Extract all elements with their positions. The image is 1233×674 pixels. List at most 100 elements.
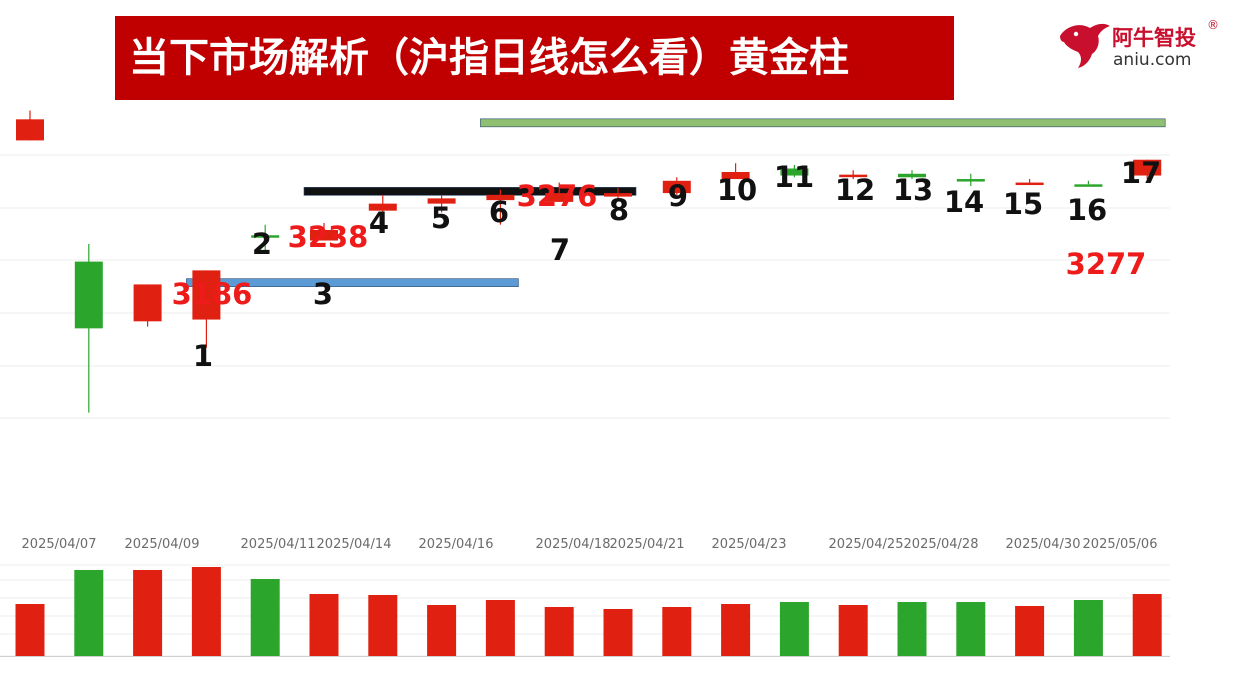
candle-number-label: 3 [313, 277, 333, 311]
date-tick-label: 2025/04/09 [125, 537, 200, 552]
date-tick-label: 2025/04/21 [610, 537, 685, 552]
candle [721, 163, 750, 180]
level-price-label: 3186 [172, 277, 253, 311]
registered-mark: ® [1207, 18, 1219, 32]
volume-bar [368, 595, 398, 656]
volume-bar [191, 567, 221, 656]
candle-number-label: 9 [668, 179, 688, 213]
candle-number-label: 13 [893, 173, 933, 207]
volume-bar [956, 602, 986, 656]
candle-body [133, 284, 162, 322]
candle [662, 177, 691, 195]
candle [956, 173, 985, 187]
candle [251, 224, 280, 253]
candle-body [839, 174, 868, 178]
volume-bar [897, 602, 927, 656]
support-levels [186, 118, 1166, 287]
date-tick-label: 2025/04/07 [22, 537, 97, 552]
volume-bar [427, 605, 457, 656]
date-tick-label: 2025/04/28 [904, 537, 979, 552]
date-tick-label: 2025/05/06 [1083, 537, 1158, 552]
candle [1133, 159, 1162, 180]
date-tick-label: 2025/04/23 [712, 537, 787, 552]
candle [427, 194, 456, 213]
candle [133, 284, 162, 327]
candle-number-label: 14 [944, 185, 984, 219]
volume-bar [544, 607, 574, 656]
candle [1074, 180, 1103, 187]
page-title: 当下市场解析（沪指日线怎么看）黄金柱 [129, 35, 849, 81]
grid-lines [0, 154, 1170, 657]
date-axis: 2025/04/07 2025/04/09 2025/04/11 2025/04/14… [22, 537, 1158, 552]
volume-bar [15, 604, 45, 656]
candle-number-label: 4 [369, 206, 389, 240]
date-tick-label: 2025/04/30 [1006, 537, 1081, 552]
candle [310, 222, 338, 241]
volume-bar [1073, 600, 1103, 656]
candle-number-label: 15 [1003, 187, 1043, 221]
volume-bar [721, 604, 751, 656]
candle-number-label: 11 [774, 160, 814, 194]
volume-bar [485, 600, 515, 656]
candle-number-label: 8 [609, 193, 629, 227]
volume-bar [838, 605, 868, 656]
candle-body [74, 261, 103, 329]
candle-body [721, 172, 750, 180]
logo-domain: aniu.com [1113, 50, 1192, 70]
candle-number-label: 1 [193, 339, 213, 373]
candle-body [604, 193, 632, 197]
title-banner: 当下市场解析（沪指日线怎么看）黄金柱 [115, 16, 954, 100]
candle [898, 170, 926, 180]
volume-bar [662, 607, 692, 656]
volume-bar [74, 570, 104, 656]
candle-body [192, 270, 221, 320]
candle-number-label: 5 [431, 201, 451, 235]
candle-body [1074, 184, 1103, 187]
candle-body [545, 193, 574, 202]
candle [839, 170, 868, 180]
level-price-label: 3277 [1066, 247, 1147, 281]
candle [74, 244, 103, 413]
date-tick-label: 2025/04/25 [829, 537, 904, 552]
candle [16, 110, 44, 141]
volume-bar [309, 594, 339, 656]
level-bar [186, 278, 519, 287]
candle-body [427, 198, 456, 204]
candle-body [368, 203, 397, 211]
level-bar [480, 118, 1166, 128]
date-tick-label: 2025/04/14 [317, 537, 392, 552]
candle-body [956, 179, 985, 182]
volume-bar [1015, 606, 1045, 656]
candle [545, 182, 574, 202]
logo-name: 阿牛智投 [1112, 26, 1196, 50]
candles [16, 110, 1162, 413]
price-annotation-label: 3276 [517, 179, 598, 213]
candle-body [662, 180, 691, 194]
candle-body [16, 119, 44, 141]
candle-number-label: 17 [1121, 156, 1161, 190]
candle [192, 270, 221, 348]
volume-bar [779, 602, 809, 656]
candle-body [310, 229, 338, 241]
volume-bar [250, 579, 280, 656]
candle [486, 189, 515, 225]
date-tick-label: 2025/04/11 [241, 537, 316, 552]
candle-number-label: 12 [835, 173, 875, 207]
candle-number-label: 16 [1067, 193, 1107, 227]
candle [604, 187, 632, 201]
candle-body [898, 173, 926, 178]
volume-bar [603, 609, 633, 656]
candle-number-label: 7 [550, 233, 570, 267]
level-price-label: 3238 [288, 220, 369, 254]
candle [780, 164, 809, 178]
volume-bar [133, 570, 163, 656]
candle-body [1015, 182, 1044, 186]
candle [368, 194, 397, 216]
candle-body [780, 168, 809, 176]
volume-bars [15, 567, 1162, 656]
brand-logo: 阿牛智投 ® aniu.com [1056, 18, 1226, 78]
candle-body [251, 235, 280, 238]
candle [1015, 179, 1044, 186]
